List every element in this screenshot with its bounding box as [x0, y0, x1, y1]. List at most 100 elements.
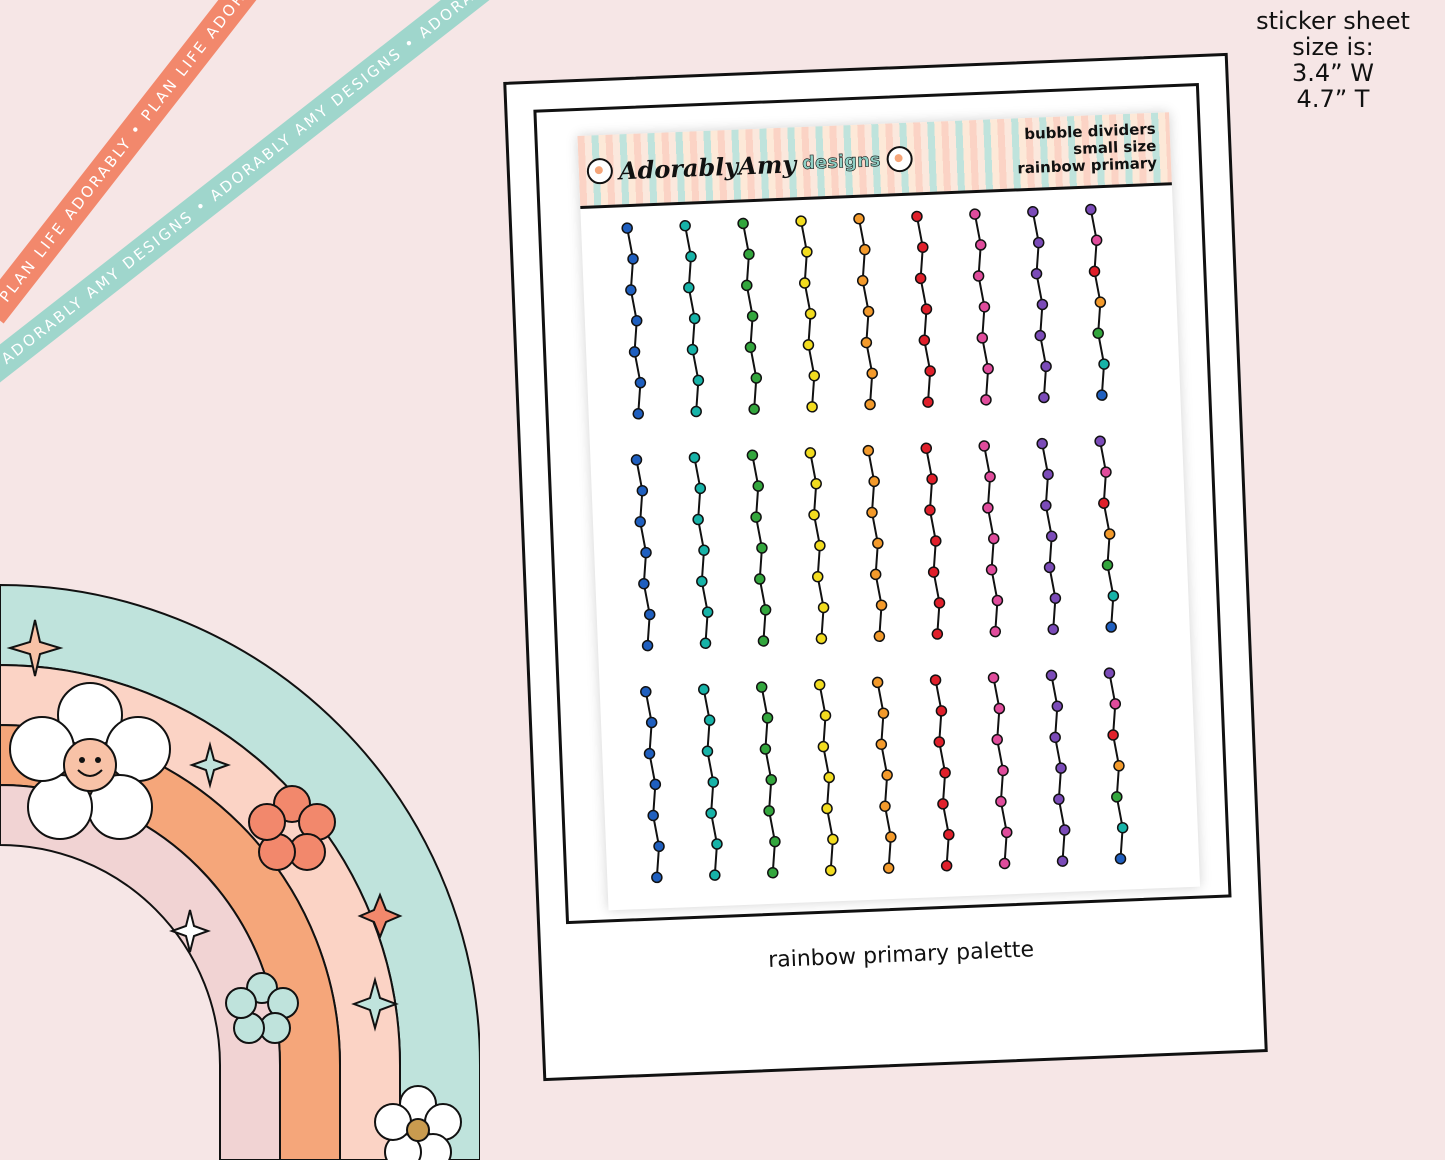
bubble-dot	[651, 871, 663, 884]
bubble-dot	[975, 239, 987, 251]
bubble-dot	[1045, 530, 1058, 543]
bubble-dot	[1056, 855, 1069, 867]
bubble-dot	[1049, 731, 1061, 744]
bubble-dot	[1103, 667, 1116, 679]
bubble-dot	[1040, 360, 1052, 373]
bubble-dot	[1043, 561, 1056, 574]
bubble-dot	[978, 301, 991, 313]
bubble-dot	[1092, 327, 1104, 340]
bubble-dot	[641, 639, 654, 652]
bubble-dot	[688, 451, 701, 464]
bubble-divider-sticker	[1036, 437, 1062, 636]
bubble-dot	[1047, 623, 1059, 636]
bubble-dot	[636, 484, 649, 497]
bubble-dot	[1105, 621, 1117, 633]
bubble-dot	[737, 217, 749, 230]
bubble-divider-sticker	[920, 442, 946, 640]
bubble-dot	[824, 864, 837, 877]
bubble-dot	[1096, 389, 1108, 401]
bubble-dot	[823, 771, 835, 784]
bubble-dot	[817, 740, 830, 753]
bubble-dot	[914, 272, 927, 285]
bubble-dot	[1040, 499, 1052, 512]
bubble-dot	[1038, 391, 1050, 404]
bubble-dot	[924, 504, 936, 516]
bubble-dot	[924, 365, 936, 377]
bubble-dot	[1098, 358, 1110, 370]
bubble-dot	[856, 274, 869, 287]
bubble-dot	[643, 747, 656, 760]
bubble-dot	[694, 482, 707, 495]
plan-life-adorably-ribbon: PLAN LIFE ADORABLY • PLAN LIFE ADORABLY …	[0, 0, 349, 324]
bubble-dot	[853, 213, 865, 225]
bubble-dot	[871, 676, 884, 689]
bubble-dot	[920, 442, 933, 455]
bubble-dot	[875, 599, 888, 611]
bubble-dot	[701, 606, 714, 618]
bubble-divider-sticker	[969, 208, 994, 406]
bubble-dot	[866, 367, 878, 380]
bubble-dot	[995, 795, 1007, 808]
bubble-dot	[748, 403, 760, 415]
bubble-dot	[1085, 203, 1097, 216]
bubble-dot	[756, 542, 768, 554]
sticker-size-note: sticker sheet size is: 3.4” W 4.7” T	[1243, 8, 1423, 112]
bubble-dot	[920, 303, 933, 315]
rainbow-illustration	[0, 583, 480, 1160]
bubble-dot	[997, 764, 1009, 777]
bubble-dot	[918, 334, 931, 347]
bubble-dot	[1042, 468, 1054, 481]
bubble-dot	[1090, 234, 1103, 247]
bubble-dot	[625, 284, 637, 296]
bubble-dot	[802, 339, 815, 351]
bubble-dot	[911, 210, 923, 223]
bubble-dot	[705, 807, 717, 819]
bubble-dot	[621, 222, 633, 234]
bubble-dot	[628, 346, 641, 358]
size-note-height: 4.7” T	[1296, 85, 1370, 113]
bubble-dot	[701, 745, 714, 758]
bubble-dot	[1098, 497, 1110, 509]
bubble-dot	[917, 241, 929, 253]
bubble-dot	[1094, 296, 1107, 308]
bubble-dot	[1000, 826, 1013, 839]
bubble-dot	[698, 683, 710, 696]
bubble-dot	[987, 532, 1000, 545]
bubble-dot	[982, 502, 994, 514]
bubble-dot	[750, 511, 762, 523]
brand-logo: AdorablyAmy designs	[586, 141, 913, 190]
bubble-dot	[864, 398, 876, 411]
bubble-dot	[972, 270, 985, 282]
bubble-divider-sticker	[746, 449, 772, 647]
bubble-dot	[998, 857, 1011, 870]
bubble-dot	[1088, 265, 1101, 278]
bubble-divider-sticker	[978, 440, 1004, 638]
bubble-dot	[767, 867, 779, 879]
bubble-divider-sticker	[862, 444, 888, 643]
bubble-dot	[1036, 437, 1048, 450]
bubble-dot	[866, 506, 878, 519]
bubble-dot	[638, 577, 650, 590]
bubble-divider-sticker	[804, 447, 830, 645]
bubble-dot	[759, 743, 772, 755]
teal-flower-icon	[225, 972, 299, 1044]
bubble-dot	[1045, 669, 1058, 682]
bubble-divider-sticker	[640, 685, 665, 884]
bubble-dot	[931, 628, 944, 640]
bubble-divider-sticker	[1094, 435, 1120, 633]
bubble-divider-sticker	[929, 674, 955, 872]
bubble-dot	[1034, 329, 1046, 342]
bubble-dot	[1055, 762, 1067, 774]
bubble-dot	[1113, 760, 1125, 772]
bubble-dot	[937, 798, 949, 810]
bubble-dot	[873, 630, 886, 643]
bubble-divider-sticker	[755, 681, 781, 879]
bubble-dot	[754, 573, 766, 585]
bubble-dot	[862, 305, 875, 318]
bubble-divider-sticker	[1045, 669, 1071, 867]
bubble-dot	[634, 376, 647, 389]
bubble-divider-sticker	[871, 676, 897, 874]
bubble-dot	[763, 805, 775, 817]
bubble-divider-sticker	[737, 217, 763, 415]
bubble-dot	[647, 809, 659, 822]
